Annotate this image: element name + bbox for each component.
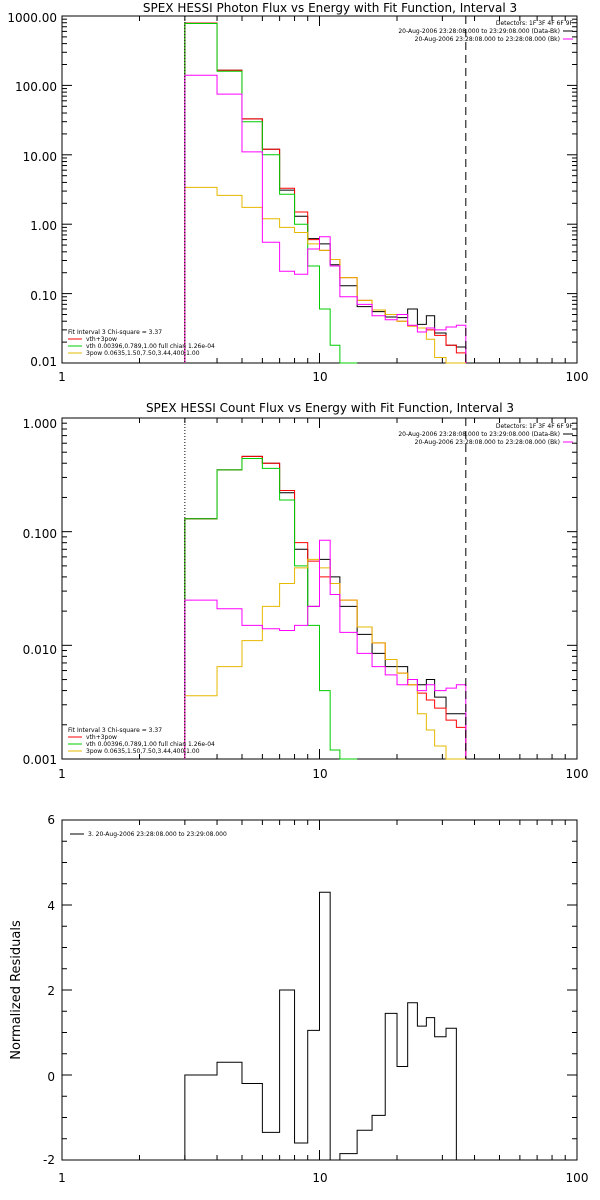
photon-flux-legend-top: Detectors: 1F 3F 4F 6F 9F 20-Aug-2006 23… — [398, 20, 573, 43]
photon-flux-series-4 — [184, 74, 467, 363]
residuals-ytick-label: -2 — [43, 1153, 55, 1167]
photon-flux-series-3 — [184, 186, 466, 364]
residuals-ytick-label: 6 — [47, 813, 55, 827]
count-flux-ytick-label: 0.100 — [23, 527, 57, 541]
residuals-panel: 1 10 100 -2 0 2 4 6 Normalized Residuals… — [9, 813, 588, 1185]
count-flux-x-ticks — [61, 418, 578, 759]
photon-flux-ytick-label: 1.00 — [30, 219, 57, 233]
photon-flux-ytick-label: 10.00 — [23, 150, 57, 164]
photon-flux-series — [184, 22, 467, 364]
photon-flux-xtick-label: 10 — [312, 370, 327, 384]
photon-flux-title: SPEX HESSI Photon Flux vs Energy with Fi… — [143, 1, 517, 15]
count-flux-legend-top: Detectors: 1F 3F 4F 6F 9F 20-Aug-2006 23… — [398, 423, 573, 446]
count-flux-title: SPEX HESSI Count Flux vs Energy with Fit… — [146, 401, 514, 415]
photon-flux-x-ticks — [61, 16, 578, 363]
count-flux-ytick-label: 1.000 — [23, 417, 57, 431]
residuals-y-axis-label: Normalized Residuals — [9, 920, 24, 1060]
vth-legend: vth 0.00396,0.789,1.00 full chian 1.26e-… — [86, 741, 215, 748]
detectors-label: Detectors: 1F 3F 4F 6F 9F — [496, 423, 574, 430]
count-flux-legend-bottom: Fit Interval 3 Chi-square = 3.37 vth+3po… — [68, 727, 215, 755]
residuals-x-ticks — [61, 820, 578, 1160]
photon-flux-series-0 — [184, 22, 467, 363]
residuals-ytick-label: 0 — [47, 1070, 55, 1084]
fit-interval-label: Fit Interval 3 Chi-square = 3.37 — [68, 727, 162, 734]
fit-interval-label: Fit Interval 3 Chi-square = 3.37 — [68, 329, 162, 336]
photon-flux-series-2 — [184, 22, 358, 364]
count-flux-series-3 — [184, 558, 466, 760]
count-flux-panel: SPEX HESSI Count Flux vs Energy with Fit… — [23, 401, 589, 781]
photon-flux-panel: SPEX HESSI Photon Flux vs Energy with Fi… — [7, 1, 588, 384]
residuals-ytick-label: 2 — [47, 984, 55, 998]
count-flux-y-ticks — [62, 417, 577, 760]
photon-flux-ytick-label: 0.10 — [30, 289, 57, 303]
photon-flux-xtick-label: 1 — [58, 370, 66, 384]
data-minus-bk-legend: 20-Aug-2006 23:28:08.000 to 23:29:08.000… — [398, 28, 560, 35]
residuals-xtick-label: 100 — [566, 1171, 589, 1185]
detectors-label: Detectors: 1F 3F 4F 6F 9F — [496, 20, 574, 27]
count-flux-xtick-label: 10 — [312, 767, 327, 781]
count-flux-xtick-label: 100 — [566, 767, 589, 781]
residuals-legend-label: 3. 20-Aug-2006 23:28:08.000 to 23:29:08.… — [88, 831, 227, 838]
3pow-legend: 3pow 0.0635,1.50,7.50,3.44,400,1.00 — [86, 350, 200, 357]
photon-flux-frame — [61, 15, 578, 364]
fit-total-legend: vth+3pow — [86, 734, 117, 741]
residuals-xtick-label: 1 — [58, 1171, 66, 1185]
count-flux-series-4 — [184, 539, 467, 759]
count-flux-ytick-label: 0.001 — [23, 753, 57, 767]
residuals-series-0 — [184, 891, 457, 1161]
count-flux-series-2 — [184, 458, 358, 760]
data-minus-bk-legend: 20-Aug-2006 23:28:08.000 to 23:29:08.000… — [398, 431, 560, 438]
residuals-y-ticks — [62, 819, 577, 1161]
background-legend: 20-Aug-2006 23:28:08.000 to 23:28:08.000… — [415, 36, 560, 43]
count-flux-vlines — [184, 418, 467, 759]
photon-flux-vlines — [184, 16, 467, 363]
residuals-ytick-label: 4 — [47, 899, 55, 913]
photon-flux-ytick-label: 0.01 — [30, 355, 57, 369]
vth-legend: vth 0.00396,0.789,1.00 full chian 1.26e-… — [86, 343, 215, 350]
photon-flux-ytick-label: 1000.00 — [7, 11, 57, 25]
photon-flux-ytick-label: 100.00 — [15, 80, 57, 94]
count-flux-series — [184, 455, 467, 760]
photon-flux-series-1 — [184, 22, 467, 363]
fit-total-legend: vth+3pow — [86, 336, 117, 343]
residuals-xtick-label: 10 — [312, 1171, 327, 1185]
residuals-series — [184, 891, 457, 1161]
background-legend: 20-Aug-2006 23:28:08.000 to 23:28:08.000… — [415, 439, 560, 446]
count-flux-ytick-label: 0.010 — [23, 643, 57, 657]
3pow-legend: 3pow 0.0635,1.50,7.50,3.44,400,1.00 — [86, 748, 200, 755]
count-flux-xtick-label: 1 — [58, 767, 66, 781]
photon-flux-y-ticks — [62, 15, 577, 364]
photon-flux-legend-bottom: Fit Interval 3 Chi-square = 3.37 vth+3po… — [68, 329, 215, 357]
photon-flux-xtick-label: 100 — [566, 370, 589, 384]
